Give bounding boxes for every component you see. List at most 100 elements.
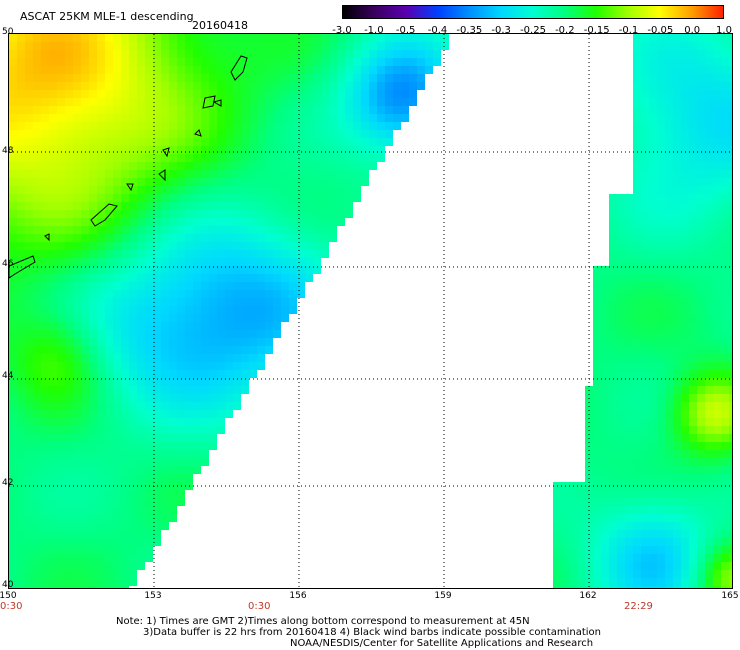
data-cell [49, 258, 57, 266]
data-cell [713, 570, 721, 578]
data-cell [289, 306, 297, 314]
data-cell [105, 570, 113, 578]
data-cell [593, 506, 601, 514]
data-cell [25, 314, 33, 322]
data-cell [161, 210, 169, 218]
data-cell [41, 306, 49, 314]
data-cell [665, 450, 673, 458]
data-cell [9, 202, 17, 210]
data-cell [617, 274, 625, 282]
data-cell [41, 450, 49, 458]
data-cell [73, 138, 81, 146]
data-cell [209, 418, 217, 426]
data-cell [633, 122, 641, 130]
data-cell [409, 66, 417, 74]
data-cell [713, 546, 721, 554]
data-cell [665, 514, 673, 522]
data-cell [153, 138, 161, 146]
colorbar-tick-label: 0.0 [684, 25, 701, 36]
data-cell [353, 194, 361, 202]
data-cell [241, 386, 249, 394]
data-cell [689, 74, 697, 82]
data-cell [657, 578, 665, 586]
data-cell [729, 114, 732, 122]
data-cell [721, 426, 729, 434]
data-cell [721, 354, 729, 362]
data-cell [73, 154, 81, 162]
data-cell [81, 42, 89, 50]
data-cell [145, 418, 153, 426]
data-cell [649, 434, 657, 442]
data-cell [729, 410, 732, 418]
data-cell [289, 242, 297, 250]
data-cell [129, 538, 137, 546]
data-cell [201, 362, 209, 370]
data-cell [337, 146, 345, 154]
data-cell [305, 154, 313, 162]
data-cell [425, 66, 433, 74]
data-cell [145, 66, 153, 74]
data-cell [209, 210, 217, 218]
data-cell [57, 434, 65, 442]
data-cell [377, 42, 385, 50]
data-cell [345, 202, 353, 210]
data-cell [321, 202, 329, 210]
data-cell [665, 130, 673, 138]
data-cell [49, 58, 57, 66]
data-cell [201, 154, 209, 162]
data-cell [153, 394, 161, 402]
data-cell [137, 194, 145, 202]
data-cell [689, 154, 697, 162]
data-cell [257, 98, 265, 106]
data-cell [145, 42, 153, 50]
data-cell [345, 130, 353, 138]
data-cell [137, 130, 145, 138]
data-cell [145, 146, 153, 154]
data-cell [625, 314, 633, 322]
data-cell [617, 506, 625, 514]
data-cell [89, 266, 97, 274]
data-cell [249, 170, 257, 178]
data-cell [169, 226, 177, 234]
data-cell [305, 122, 313, 130]
data-cell [33, 178, 41, 186]
data-cell [337, 114, 345, 122]
data-cell [705, 370, 713, 378]
data-cell [593, 562, 601, 570]
data-cell [89, 154, 97, 162]
data-cell [705, 554, 713, 562]
data-cell [169, 50, 177, 58]
data-cell [193, 290, 201, 298]
data-cell [113, 498, 121, 506]
data-cell [697, 234, 705, 242]
data-cell [369, 82, 377, 90]
data-cell [721, 42, 729, 50]
data-cell [569, 586, 577, 588]
data-cell [649, 546, 657, 554]
data-cell [617, 258, 625, 266]
data-cell [721, 506, 729, 514]
data-cell [33, 562, 41, 570]
data-cell [633, 202, 641, 210]
data-cell [41, 250, 49, 258]
data-cell [241, 298, 249, 306]
data-cell [617, 226, 625, 234]
data-cell [681, 498, 689, 506]
data-cell [729, 82, 732, 90]
data-cell [145, 218, 153, 226]
data-cell [593, 298, 601, 306]
data-cell [281, 146, 289, 154]
data-cell [41, 458, 49, 466]
data-cell [137, 154, 145, 162]
data-cell [97, 74, 105, 82]
data-cell [105, 210, 113, 218]
data-cell [121, 58, 129, 66]
data-cell [33, 250, 41, 258]
data-cell [361, 58, 369, 66]
data-cell [65, 330, 73, 338]
data-cell [697, 314, 705, 322]
data-cell [673, 50, 681, 58]
data-cell [121, 218, 129, 226]
data-cell [145, 58, 153, 66]
data-cell [633, 458, 641, 466]
